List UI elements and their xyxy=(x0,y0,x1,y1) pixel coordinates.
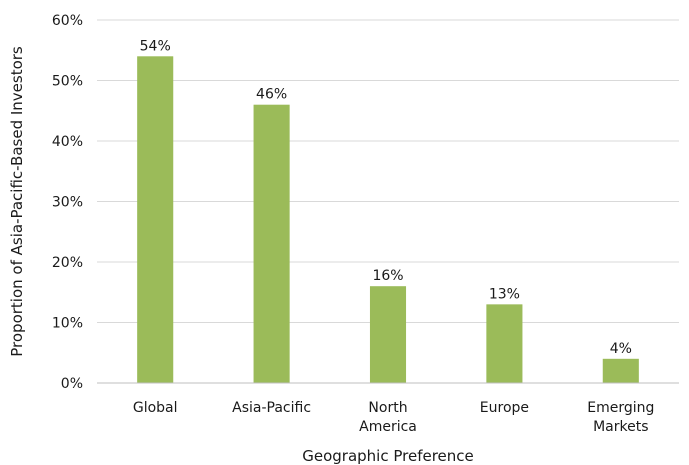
bar xyxy=(137,56,174,384)
x-tick-label: Europe xyxy=(480,400,529,416)
x-tick-label: Asia-Pacific xyxy=(232,400,311,416)
y-tick-label: 20% xyxy=(52,255,83,271)
y-tick-label: 40% xyxy=(52,134,83,150)
x-tick-label-line: Europe xyxy=(480,400,529,416)
y-tick-label: 50% xyxy=(52,74,83,90)
y-tick-label: 30% xyxy=(52,195,83,211)
data-label: 54% xyxy=(140,38,171,54)
x-tick-label-line: Emerging xyxy=(587,400,654,416)
bar xyxy=(253,104,290,383)
x-tick-label-line: Global xyxy=(133,400,178,416)
y-axis-title: Proportion of Asia-Pacific-Based Investo… xyxy=(8,46,26,357)
gridlines xyxy=(97,19,679,323)
bars xyxy=(137,56,639,384)
data-labels: 54% 46% 16% 13% 4% xyxy=(140,38,632,357)
x-tick-label: Global xyxy=(133,400,178,416)
x-tick-label-line: America xyxy=(359,419,417,435)
data-label: 16% xyxy=(372,268,403,284)
x-tick-label-line: Asia-Pacific xyxy=(232,400,311,416)
y-tick-label: 10% xyxy=(52,316,83,332)
y-tick-labels: 0% 10% 20% 30% 40% 50% 60% xyxy=(52,13,83,392)
y-tick-label: 0% xyxy=(61,376,83,392)
x-tick-label: Emerging Markets xyxy=(587,400,654,435)
x-axis-title: Geographic Preference xyxy=(302,447,474,465)
data-label: 46% xyxy=(256,87,287,103)
x-tick-label: North America xyxy=(359,400,417,435)
data-label: 13% xyxy=(489,286,520,302)
x-tick-labels: Global Asia-Pacific North America Europe Emer… xyxy=(133,400,655,435)
x-tick-label-line: Markets xyxy=(593,419,648,435)
data-label: 4% xyxy=(610,341,632,357)
bar xyxy=(486,304,523,383)
y-tick-label: 60% xyxy=(52,13,83,29)
bar xyxy=(602,358,639,383)
bar xyxy=(369,286,407,383)
x-tick-label-line: North xyxy=(368,400,407,416)
